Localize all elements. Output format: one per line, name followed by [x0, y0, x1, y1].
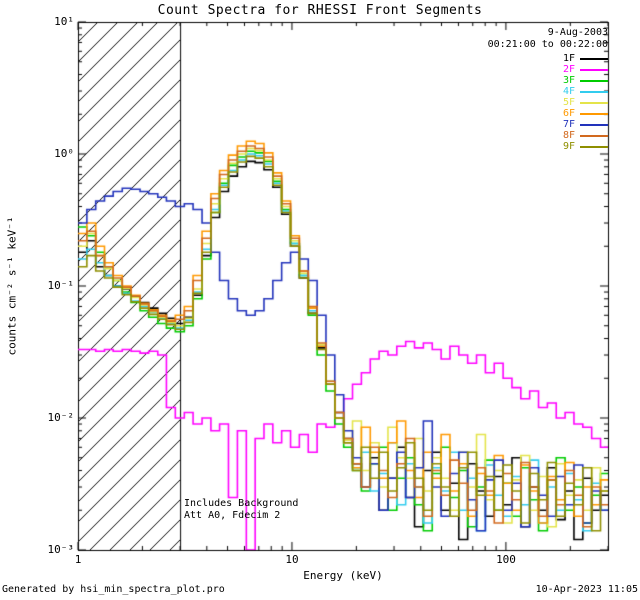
legend-entry: 5F: [563, 97, 608, 108]
legend-label: 1F: [562, 53, 575, 64]
legend-line-sample: [580, 123, 608, 126]
y-tick-label: 10⁻²: [47, 411, 75, 424]
legend-label: 5F: [562, 97, 575, 108]
legend-entry: 2F: [563, 64, 608, 75]
legend-label: 6F: [562, 108, 575, 119]
legend-line-sample: [580, 68, 608, 71]
y-tick-label: 10⁻¹: [47, 279, 75, 292]
legend-label: 4F: [562, 86, 575, 97]
observation-time-range: 00:21:00 to 00:22:00: [487, 39, 608, 50]
legend-line-sample: [580, 79, 608, 82]
legend-label: 3F: [562, 75, 575, 86]
y-tick-label: 10¹: [54, 15, 74, 28]
legend-label: 9F: [562, 141, 575, 152]
legend-line-sample: [580, 145, 608, 148]
legend: 1F 2F 3F 4F 5F 6F 7F 8F 9F: [563, 53, 608, 152]
legend-line-sample: [580, 57, 608, 60]
legend-entry: 7F: [563, 119, 608, 130]
legend-entry: 9F: [563, 141, 608, 152]
legend-line-sample: [580, 90, 608, 93]
legend-entry: 1F: [563, 53, 608, 64]
x-tick-label: 1: [74, 553, 82, 566]
legend-label: 7F: [562, 119, 575, 130]
legend-label: 2F: [562, 64, 575, 75]
x-axis-label: Energy (keV): [303, 569, 383, 582]
generated-by-text: Generated by hsi_min_spectra_plot.pro: [2, 584, 225, 595]
legend-line-sample: [580, 134, 608, 137]
legend-entry: 8F: [563, 130, 608, 141]
attenuator-annotation: Att A0, Fdecim 2: [184, 510, 281, 521]
background-annotation: Includes Background: [184, 498, 299, 509]
y-tick-label: 10⁻³: [47, 543, 75, 556]
legend-line-sample: [580, 112, 608, 115]
legend-entry: 6F: [563, 108, 608, 119]
plot-timestamp: 10-Apr-2023 11:05: [535, 584, 638, 595]
x-tick-label: 100: [496, 553, 516, 566]
legend-label: 8F: [562, 130, 575, 141]
legend-entry: 4F: [563, 86, 608, 97]
legend-entry: 3F: [563, 75, 608, 86]
observation-date: 9-Aug-2003: [547, 27, 608, 38]
y-axis-label: counts cm⁻² s⁻¹ keV⁻¹: [5, 216, 19, 356]
y-tick-label: 10⁰: [54, 147, 74, 160]
x-tick-label: 10: [285, 553, 299, 566]
plot-title: Count Spectra for RHESSI Front Segments: [157, 3, 483, 18]
legend-line-sample: [580, 101, 608, 104]
